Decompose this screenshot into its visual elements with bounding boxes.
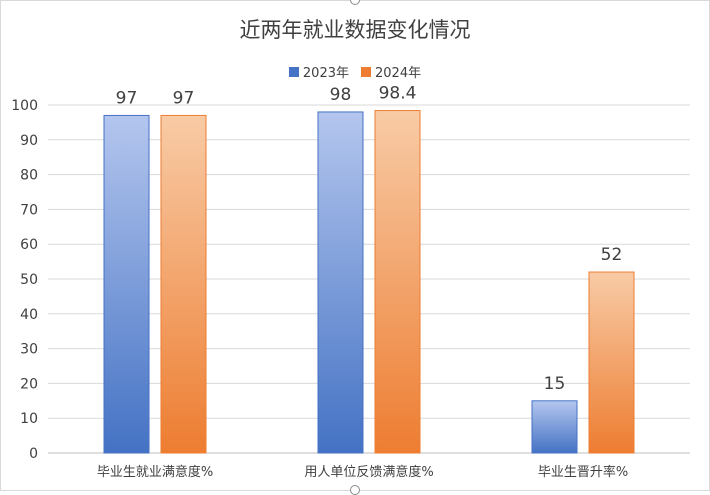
data-label: 97 — [173, 88, 195, 108]
y-tick-label: 30 — [20, 342, 38, 358]
chart-title: 近两年就业数据变化情况 — [239, 18, 471, 42]
legend-swatch-2024 — [361, 66, 371, 77]
y-tick-label: 80 — [20, 168, 38, 184]
data-label: 15 — [544, 374, 566, 394]
legend: 2023年 2024年 — [0, 62, 710, 81]
y-tick-label: 0 — [29, 446, 38, 462]
data-label: 98 — [330, 85, 352, 105]
bar — [588, 271, 635, 454]
data-label: 97 — [116, 88, 138, 108]
data-label: 52 — [601, 245, 623, 265]
x-tick-label: 毕业生晋升率% — [538, 464, 628, 480]
x-tick-label: 毕业生就业满意度% — [97, 464, 213, 480]
y-tick-label: 40 — [20, 307, 38, 323]
y-tick-label: 100 — [11, 98, 38, 114]
bar — [531, 400, 578, 454]
data-label: 98.4 — [379, 84, 417, 104]
legend-item-2024: 2024年 — [361, 62, 421, 81]
y-tick-label: 20 — [20, 376, 38, 392]
legend-label-2023: 2023年 — [302, 66, 349, 81]
legend-swatch-2023 — [288, 66, 299, 77]
y-tick-label: 70 — [20, 202, 38, 218]
bar — [103, 114, 150, 454]
y-tick-label: 90 — [20, 133, 38, 149]
legend-label-2024: 2024年 — [375, 66, 422, 81]
y-tick-label: 60 — [20, 237, 38, 253]
y-tick-label: 50 — [20, 272, 38, 288]
legend-item-2023: 2023年 — [288, 62, 349, 81]
x-tick-label: 用人单位反馈满意度% — [304, 464, 433, 480]
bar — [374, 110, 421, 454]
bar — [160, 114, 207, 454]
bar — [317, 111, 364, 454]
y-tick-label: 10 — [20, 411, 38, 427]
